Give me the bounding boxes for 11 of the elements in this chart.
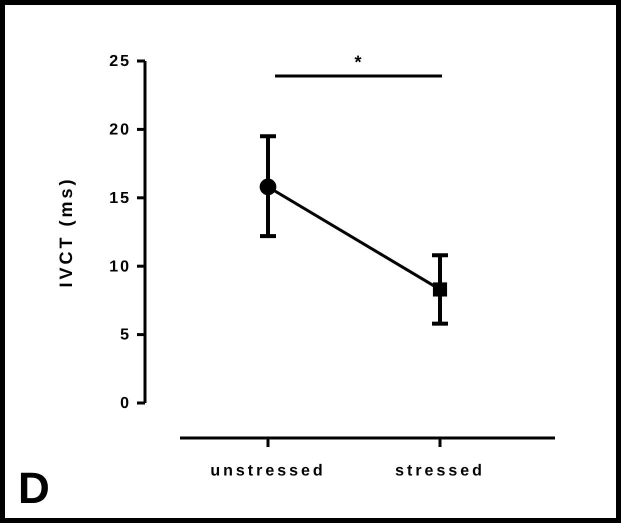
- y-tick-label: 10: [109, 258, 131, 276]
- y-tick-label: 5: [120, 326, 131, 344]
- y-tick-label: 25: [109, 53, 131, 70]
- y-axis-title: IVCT (ms): [56, 176, 76, 288]
- y-tick-label: 20: [109, 122, 131, 139]
- text: D: [18, 464, 50, 513]
- x-tick-label: stressed: [395, 462, 485, 480]
- annotation: *: [354, 52, 362, 72]
- x-tick-label: unstressed: [210, 462, 326, 480]
- y-tick-label: 0: [120, 395, 131, 412]
- y-tick-label: 15: [109, 190, 131, 207]
